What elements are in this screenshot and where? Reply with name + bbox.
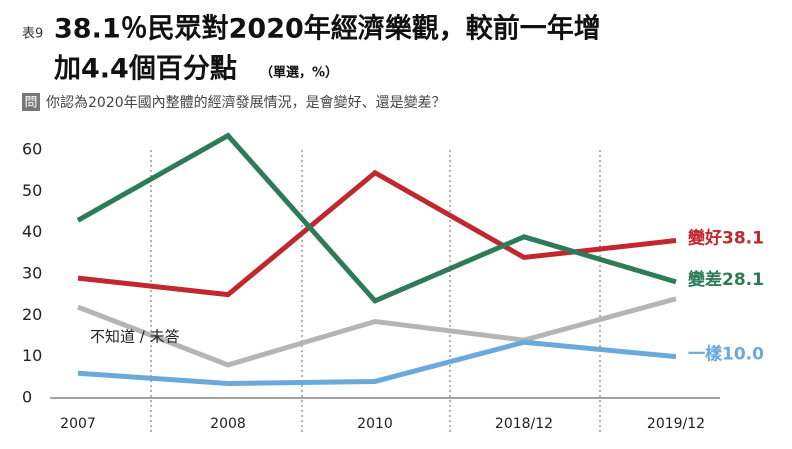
question-box: [22, 93, 40, 111]
chart-title: 加4.4個百分點: [54, 54, 237, 85]
series-line: [77, 296, 677, 368]
x-tick-label: 2018/12: [495, 416, 553, 432]
question-mark: 問: [24, 96, 37, 111]
y-tick-label: 60: [22, 140, 42, 159]
y-tick-label: 30: [22, 264, 42, 283]
x-tick-label: 2008: [210, 416, 246, 432]
title-note: （單選，%）: [260, 65, 338, 81]
y-tick-label: 50: [22, 181, 42, 200]
subtitle: 你認為2020年國內整體的經濟發展情況，是會變好、還是變差？: [46, 95, 446, 111]
y-tick-label: 0: [22, 388, 32, 407]
series-end-label: 一樣10.0: [688, 344, 764, 365]
data-label: 38.1: [722, 229, 764, 249]
legend-label: 變差: [688, 269, 722, 290]
x-tick-label: 2010: [357, 416, 393, 432]
figure-label: 表9: [22, 27, 43, 42]
data-label: 28.1: [722, 270, 764, 290]
chart-title: 38.1％民眾對2020年經濟樂觀，較前一年增: [54, 13, 601, 45]
series-line: [76, 132, 677, 304]
series-end-label: 變差28.1: [688, 269, 764, 290]
legend-label: 一樣: [688, 344, 723, 365]
series-line: [77, 339, 677, 387]
x-tick-label: 2019/12: [647, 416, 705, 432]
y-tick-label: 20: [22, 305, 42, 324]
y-tick-label: 10: [22, 346, 42, 365]
series-label: 不知道 / 未答: [90, 328, 180, 346]
legend-label: 變好: [688, 228, 722, 249]
series-end-label: 變好38.1: [688, 228, 764, 249]
data-label: 10.0: [722, 345, 764, 365]
series-line: [77, 169, 677, 298]
category-dividers: [150, 150, 601, 432]
y-tick-label: 40: [22, 222, 42, 241]
x-tick-label: 2007: [60, 416, 96, 432]
